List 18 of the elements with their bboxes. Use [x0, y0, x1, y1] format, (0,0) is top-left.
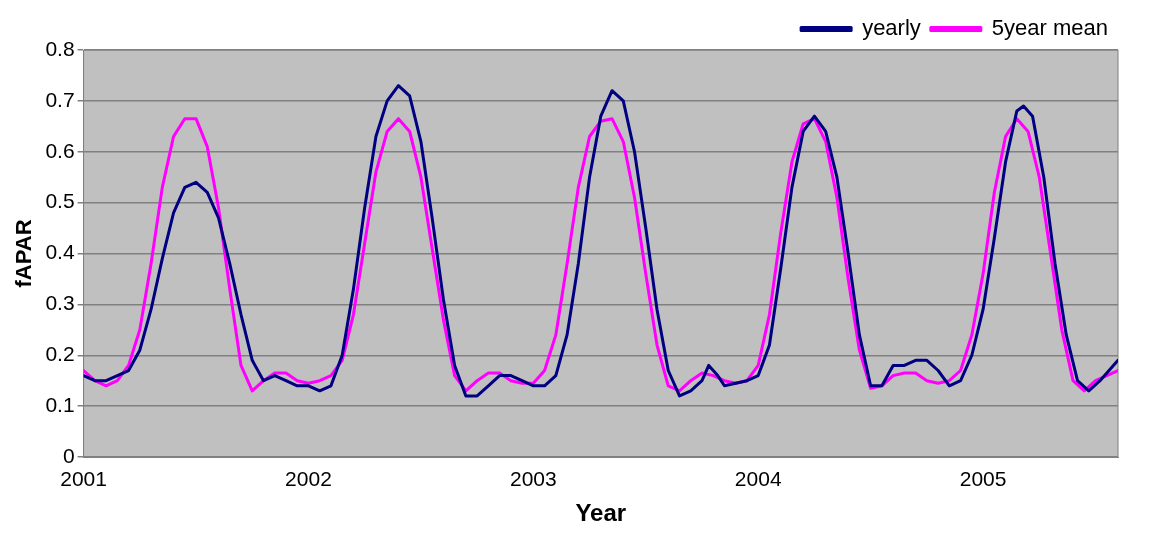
legend-label: yearly [862, 15, 921, 41]
legend-label: 5year mean [991, 15, 1109, 41]
y-tick-label: 0.4 [45, 240, 75, 264]
y-tick-label: 0.6 [45, 138, 75, 162]
y-axis-title: fAPAR [11, 219, 37, 288]
x-tick-label: 2002 [285, 467, 332, 491]
y-tick-label: 0.7 [45, 87, 75, 111]
x-tick-label: 2004 [734, 467, 782, 491]
y-tick-label: 0 [62, 443, 75, 467]
x-tick-label: 2005 [959, 467, 1007, 491]
y-tick-label: 0.2 [45, 342, 75, 366]
y-tick-label: 0.1 [45, 392, 75, 416]
x-tick-label: 2001 [60, 467, 107, 491]
y-tick-label: 0.8 [45, 36, 75, 60]
y-tick-label: 0.5 [45, 189, 75, 213]
x-axis-title: Year [575, 499, 627, 527]
y-tick-label: 0.3 [45, 291, 75, 315]
x-tick-label: 2003 [509, 467, 557, 491]
